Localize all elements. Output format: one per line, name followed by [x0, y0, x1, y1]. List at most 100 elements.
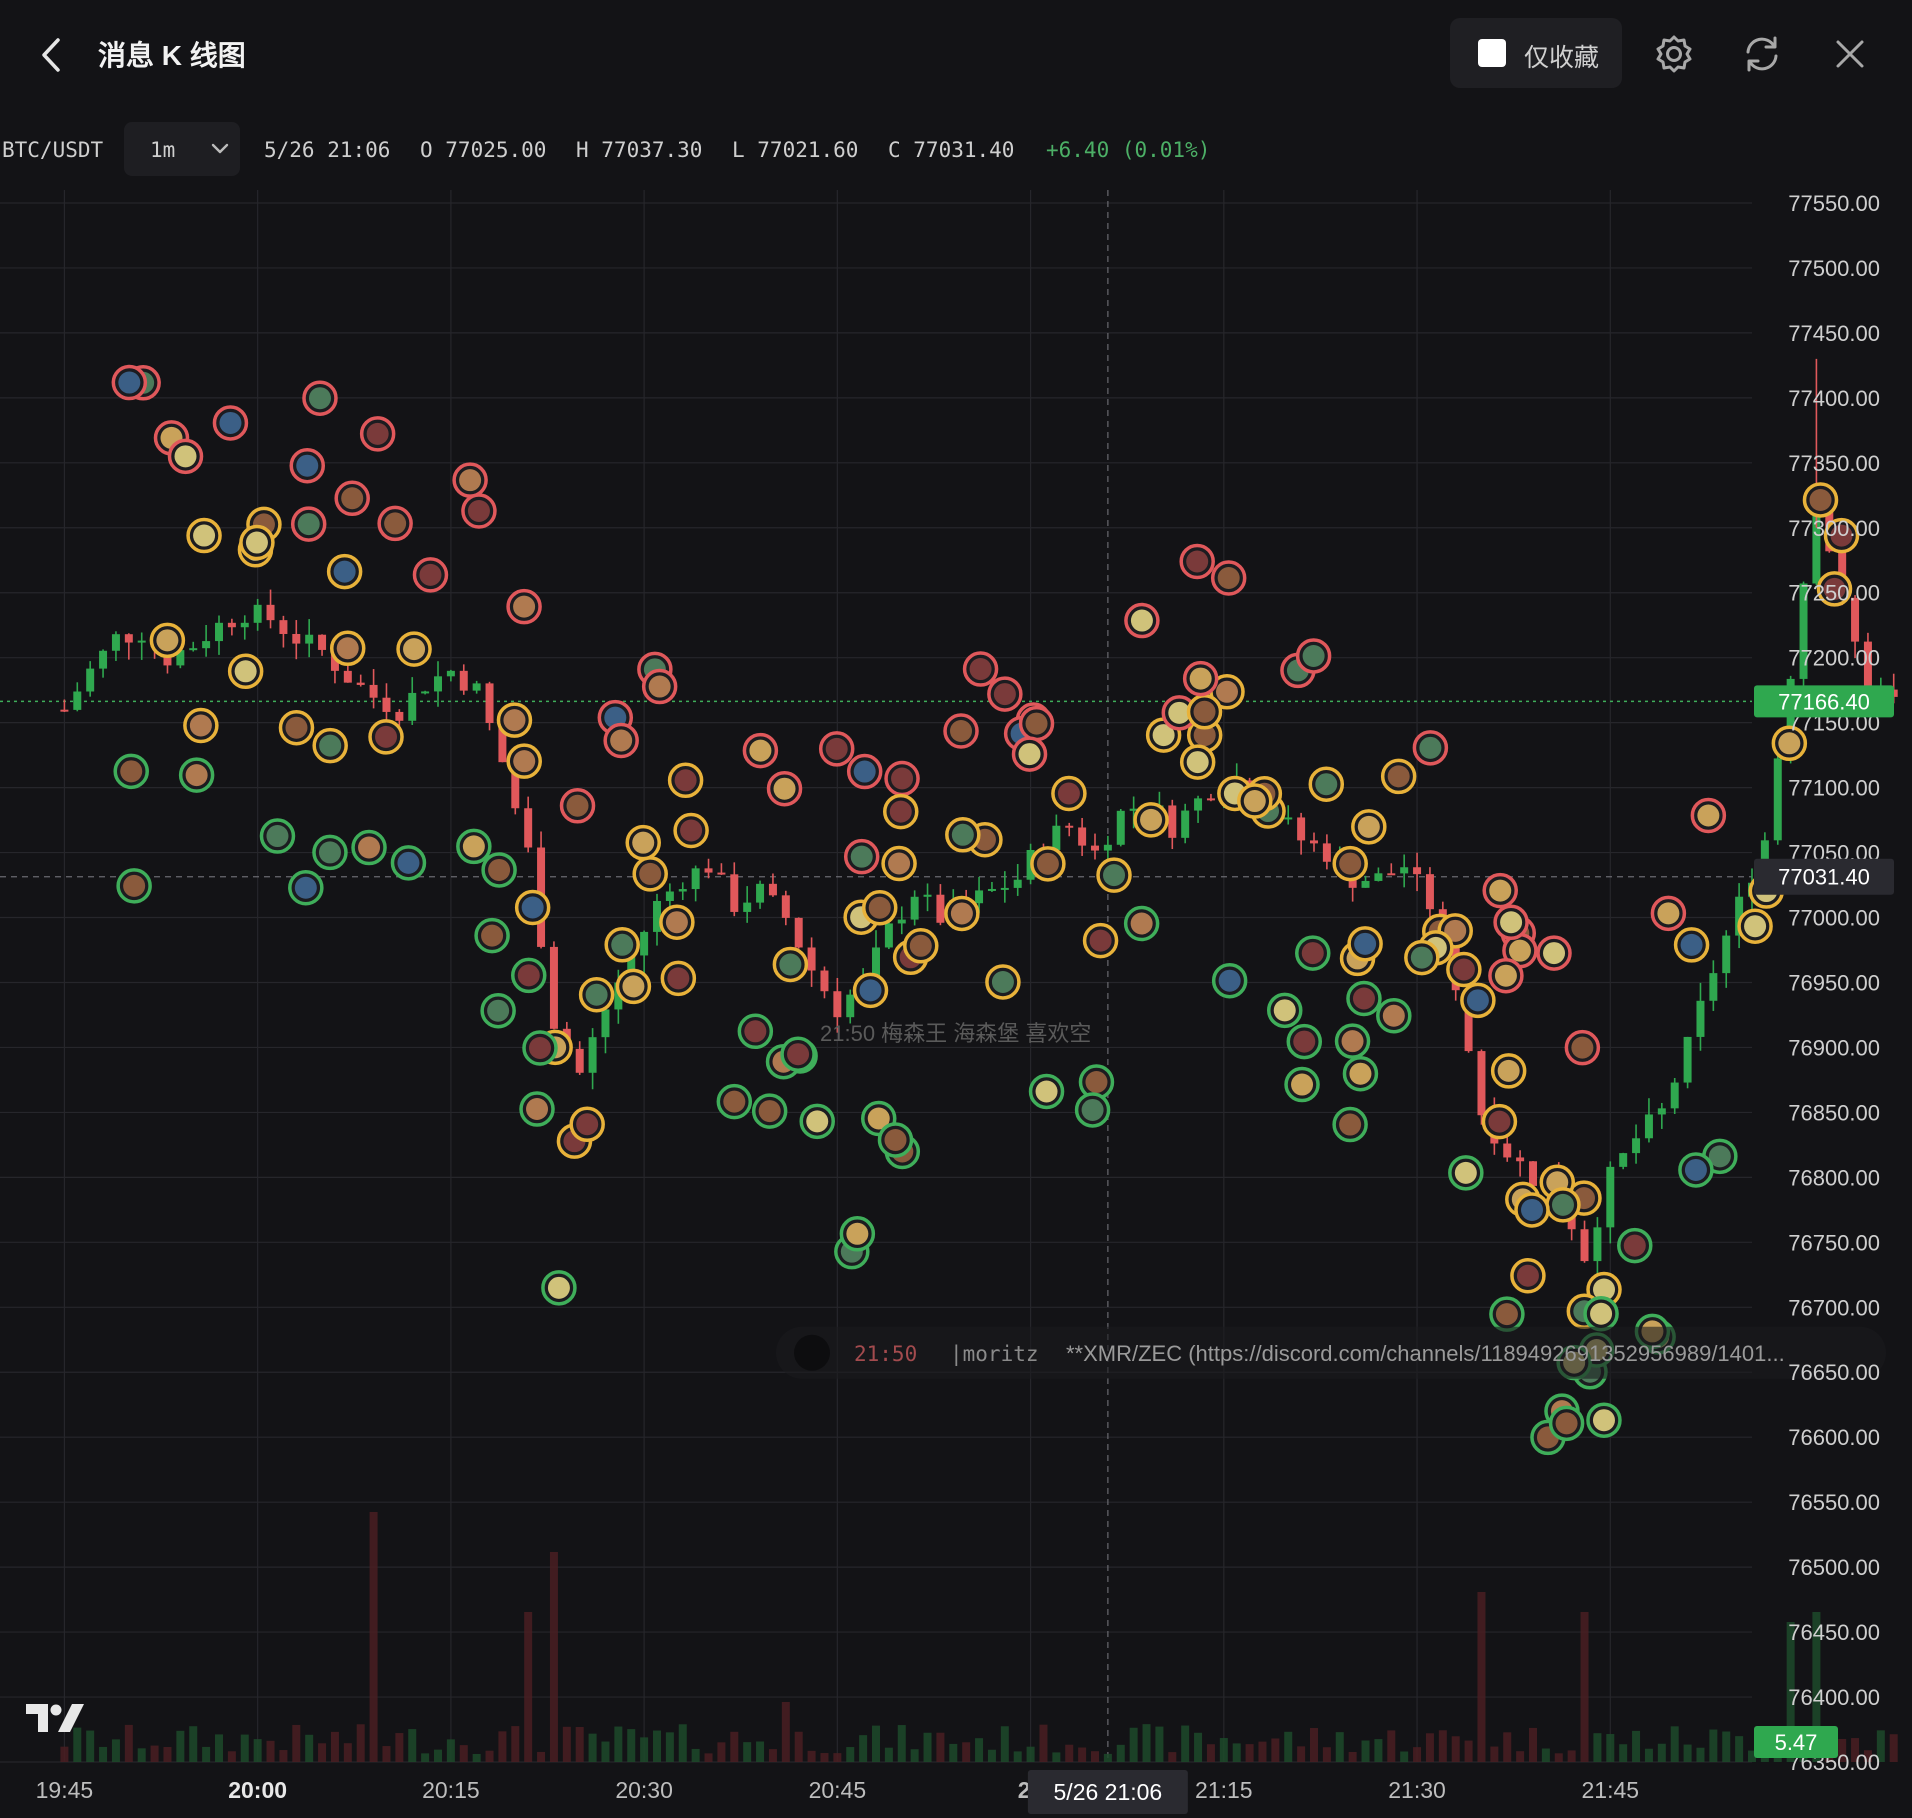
- message-avatar-bubble[interactable]: [329, 630, 366, 667]
- message-avatar-bubble[interactable]: [113, 753, 149, 790]
- message-avatar-bubble[interactable]: [1332, 1106, 1368, 1143]
- message-avatar-bubble[interactable]: [839, 1216, 876, 1252]
- message-avatar-bubble[interactable]: [1284, 1066, 1320, 1103]
- message-avatar-bubble[interactable]: [480, 992, 516, 1029]
- message-avatar-bubble[interactable]: [178, 757, 215, 793]
- message-avatar-bubble[interactable]: [1334, 1023, 1371, 1059]
- message-avatar-bubble[interactable]: [659, 904, 695, 940]
- message-avatar-bubble[interactable]: [312, 834, 348, 871]
- message-avatar-bubble[interactable]: [1771, 725, 1808, 762]
- message-avatar-bubble[interactable]: [1412, 730, 1449, 766]
- message-avatar-bubble[interactable]: [1295, 935, 1331, 971]
- message-avatar-bubble[interactable]: [1380, 758, 1417, 795]
- message-avatar-bubble[interactable]: [1678, 1152, 1714, 1188]
- message-avatar-bubble[interactable]: [1210, 560, 1247, 596]
- message-avatar-bubble[interactable]: [1448, 1155, 1484, 1191]
- message-avatar-bubble[interactable]: [1161, 695, 1198, 731]
- message-avatar-bubble[interactable]: [1493, 904, 1529, 941]
- candlestick-chart[interactable]: 21:50 |moritz **XMR/ZEC (https://discord.c…: [0, 190, 1912, 1818]
- message-avatar-bubble[interactable]: [578, 977, 615, 1013]
- message-avatar-bubble[interactable]: [884, 760, 920, 797]
- message-avatar-bubble[interactable]: [302, 380, 338, 416]
- message-avatar-bubble[interactable]: [116, 868, 152, 904]
- message-avatar-bubble[interactable]: [183, 707, 219, 744]
- message-avatar-bubble[interactable]: [506, 743, 542, 779]
- message-avatar-bubble[interactable]: [326, 553, 363, 590]
- message-avatar-bubble[interactable]: [625, 824, 661, 861]
- message-avatar-bubble[interactable]: [506, 588, 542, 625]
- message-avatar-bubble[interactable]: [377, 505, 413, 542]
- message-avatar-bubble[interactable]: [1376, 997, 1412, 1034]
- message-avatar-bubble[interactable]: [1548, 1405, 1585, 1442]
- message-avatar-bubble[interactable]: [1545, 1187, 1581, 1223]
- message-avatar-bubble[interactable]: [474, 917, 510, 954]
- message-avatar-bubble[interactable]: [943, 713, 979, 749]
- message-avatar-bubble[interactable]: [1351, 809, 1387, 845]
- message-avatar-bubble[interactable]: [742, 732, 779, 769]
- message-avatar-bubble[interactable]: [641, 668, 678, 705]
- message-avatar-bubble[interactable]: [818, 731, 855, 767]
- message-avatar-bubble[interactable]: [660, 960, 697, 997]
- message-avatar-bubble[interactable]: [1217, 775, 1253, 812]
- message-avatar-bubble[interactable]: [1074, 1092, 1111, 1128]
- message-avatar-bubble[interactable]: [1488, 957, 1524, 994]
- back-chevron-icon[interactable]: [30, 30, 74, 80]
- message-avatar-bubble[interactable]: [1586, 1402, 1622, 1438]
- message-avatar-bubble[interactable]: [278, 709, 315, 746]
- message-avatar-bubble[interactable]: [1124, 602, 1160, 639]
- message-avatar-bubble[interactable]: [766, 770, 803, 807]
- message-avatar-bubble[interactable]: [881, 845, 917, 882]
- message-avatar-bubble[interactable]: [212, 405, 249, 441]
- message-avatar-bubble[interactable]: [1823, 517, 1860, 554]
- message-avatar-bubble[interactable]: [288, 869, 324, 906]
- favorites-checkbox[interactable]: [1478, 39, 1506, 67]
- message-avatar-bubble[interactable]: [1583, 1295, 1619, 1332]
- message-avatar-bubble[interactable]: [1295, 638, 1332, 674]
- message-avatar-bubble[interactable]: [559, 788, 596, 824]
- message-avatar-bubble[interactable]: [772, 946, 809, 983]
- message-avatar-bubble[interactable]: [1082, 922, 1119, 959]
- message-avatar-bubble[interactable]: [1536, 935, 1572, 971]
- message-avatar-bubble[interactable]: [1308, 766, 1345, 802]
- favorites-only-toggle[interactable]: 仅收藏: [1450, 18, 1622, 88]
- message-avatar-bubble[interactable]: [944, 895, 980, 932]
- message-avatar-bubble[interactable]: [751, 1093, 788, 1129]
- refresh-icon[interactable]: [1740, 32, 1784, 76]
- message-avatar-bubble[interactable]: [259, 818, 296, 854]
- message-avatar-bubble[interactable]: [1446, 951, 1482, 988]
- message-avatar-bubble[interactable]: [1650, 895, 1687, 932]
- message-avatar-bubble[interactable]: [412, 557, 449, 593]
- message-avatar-bubble[interactable]: [883, 793, 919, 830]
- message-avatar-bubble[interactable]: [716, 1083, 753, 1120]
- message-avatar-bubble[interactable]: [1211, 962, 1248, 999]
- close-icon[interactable]: [1828, 32, 1872, 76]
- message-avatar-bubble[interactable]: [604, 927, 640, 963]
- message-avatar-bubble[interactable]: [1028, 1073, 1065, 1110]
- message-avatar-bubble[interactable]: [1346, 980, 1382, 1017]
- message-avatar-bubble[interactable]: [1096, 857, 1132, 893]
- message-avatar-bubble[interactable]: [541, 1270, 577, 1306]
- message-avatar-bubble[interactable]: [1490, 1053, 1527, 1089]
- gear-icon[interactable]: [1652, 32, 1696, 76]
- message-avatar-bubble[interactable]: [1123, 905, 1160, 942]
- message-avatar-bubble[interactable]: [1186, 694, 1223, 730]
- message-avatar-bubble[interactable]: [667, 762, 704, 799]
- message-avatar-bubble[interactable]: [1737, 908, 1773, 944]
- message-bubbles[interactable]: [111, 364, 1860, 1456]
- message-avatar-bubble[interactable]: [1816, 571, 1853, 607]
- message-avatar-bubble[interactable]: [615, 968, 652, 1005]
- message-avatar-bubble[interactable]: [1209, 674, 1245, 710]
- message-avatar-bubble[interactable]: [737, 1013, 774, 1050]
- message-avatar-bubble[interactable]: [603, 722, 639, 759]
- message-avatar-bubble[interactable]: [481, 852, 517, 888]
- message-avatar-bubble[interactable]: [1617, 1227, 1653, 1264]
- message-avatar-bubble[interactable]: [290, 506, 327, 542]
- message-avatar-bubble[interactable]: [149, 622, 186, 659]
- message-avatar-bubble[interactable]: [1481, 1103, 1518, 1140]
- message-avatar-bubble[interactable]: [780, 1036, 816, 1072]
- message-avatar-bubble[interactable]: [1347, 926, 1383, 962]
- message-avatar-bubble[interactable]: [1404, 939, 1440, 976]
- message-avatar-bubble[interactable]: [396, 631, 432, 667]
- message-avatar-bubble[interactable]: [1510, 1258, 1546, 1294]
- message-avatar-bubble[interactable]: [496, 702, 533, 738]
